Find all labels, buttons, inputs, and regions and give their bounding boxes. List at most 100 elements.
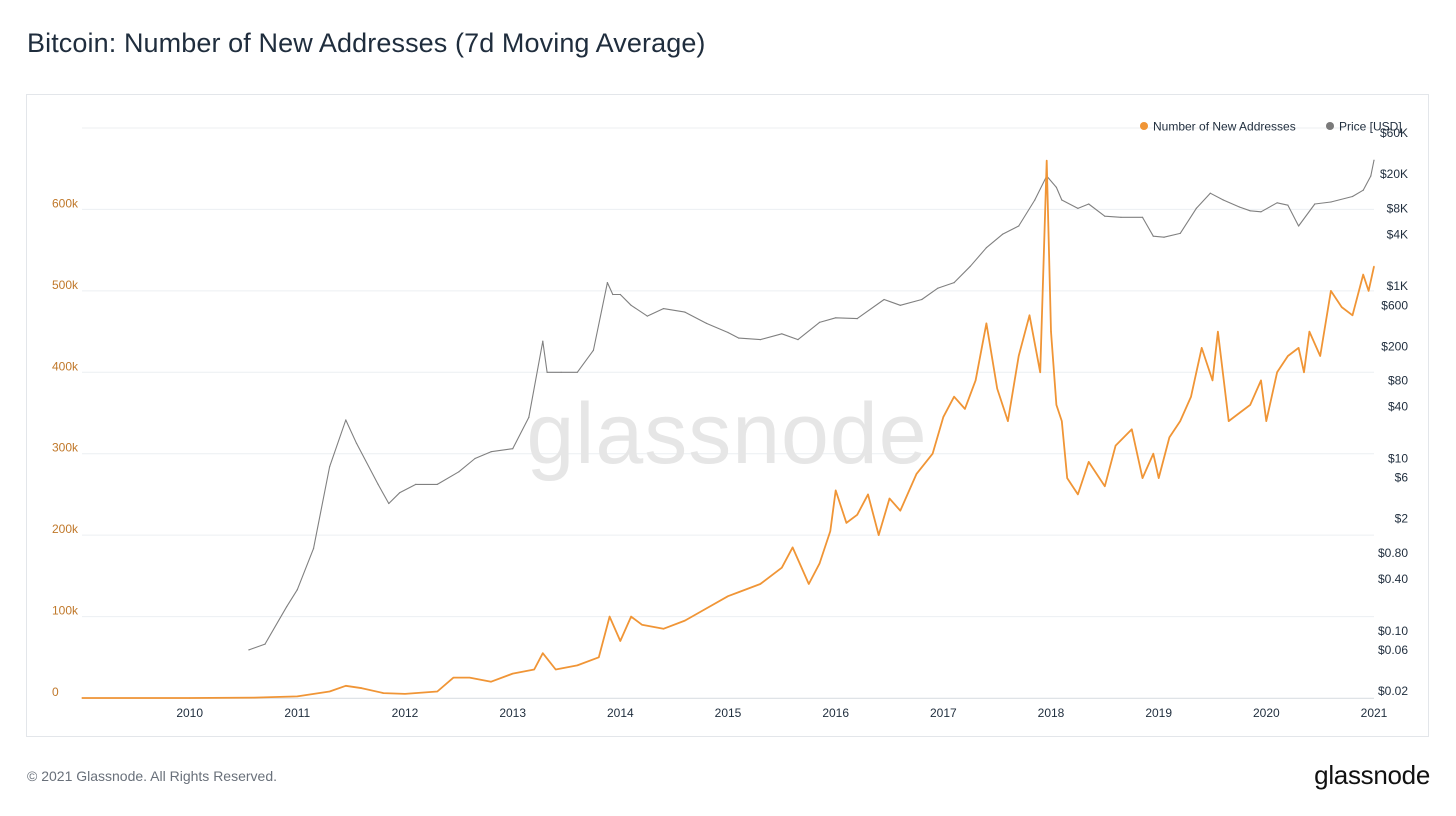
right-tick-label: $0.80 — [1378, 546, 1408, 560]
data-point-new-addresses — [555, 668, 557, 671]
data-point-price — [329, 466, 331, 468]
data-point-new-addresses — [792, 546, 794, 548]
data-point-new-addresses — [662, 628, 665, 630]
data-point-price — [1276, 202, 1278, 204]
data-point-new-addresses — [619, 640, 621, 642]
data-point-price — [415, 483, 417, 485]
data-point-new-addresses — [856, 514, 858, 516]
data-point-price — [345, 419, 347, 421]
data-point-new-addresses — [630, 616, 632, 618]
data-point-new-addresses — [1287, 355, 1289, 357]
data-point-new-addresses — [996, 388, 998, 390]
data-point-price — [985, 247, 988, 249]
data-point-new-addresses — [1055, 404, 1057, 406]
data-point-new-addresses — [1179, 420, 1181, 422]
page-title: Bitcoin: Number of New Addresses (7d Mov… — [27, 28, 706, 58]
data-point-new-addresses — [1061, 420, 1063, 422]
left-tick-label: 500k — [52, 278, 79, 292]
right-tick-label: $0.06 — [1378, 643, 1408, 657]
data-point-price — [630, 304, 632, 306]
right-axis-ticks: $0.02 $0.06 $0.10 $0.40 $0.80 $2 $6 $10 $40 $80 $2… — [1378, 126, 1408, 698]
right-tick-label: $20K — [1380, 167, 1408, 181]
data-point-new-addresses — [1308, 331, 1310, 333]
right-tick-label: $600 — [1381, 298, 1408, 312]
data-point-new-addresses — [1298, 347, 1300, 349]
copyright-text: © 2021 Glassnode. All Rights Reserved. — [27, 768, 278, 784]
data-point-price — [662, 308, 665, 310]
x-tick-label: 2010 — [176, 706, 203, 720]
data-point-new-addresses — [953, 396, 955, 398]
data-point-new-addresses — [329, 690, 331, 693]
x-tick-label: 2012 — [392, 706, 419, 720]
data-point-price — [436, 483, 438, 485]
data-point-price — [684, 311, 686, 313]
right-tick-label: $8K — [1387, 201, 1408, 215]
data-point-price — [546, 371, 548, 373]
data-point-new-addresses — [1265, 420, 1267, 422]
data-point-price — [286, 606, 288, 608]
data-point-new-addresses — [253, 697, 255, 699]
data-point-price — [528, 416, 530, 418]
data-point-new-addresses — [576, 664, 578, 667]
data-point-new-addresses — [964, 408, 966, 410]
watermark: glassnode — [526, 386, 927, 482]
data-point-new-addresses — [345, 685, 347, 687]
legend-swatch-price — [1326, 122, 1334, 130]
data-point-new-addresses — [1228, 420, 1230, 422]
data-point-price — [1298, 225, 1300, 227]
right-tick-label: $1K — [1387, 279, 1408, 293]
data-point-new-addresses — [452, 677, 455, 679]
glassnode-logo[interactable]: glassnode — [1314, 760, 1430, 790]
x-tick-label: 2011 — [284, 706, 310, 720]
data-point-new-addresses — [1319, 355, 1321, 357]
data-point-price — [576, 371, 578, 373]
x-tick-label: 2017 — [930, 706, 957, 720]
data-point-price — [818, 321, 821, 323]
data-point-new-addresses — [81, 697, 83, 699]
legend-label-addresses[interactable]: Number of New Addresses — [1153, 120, 1296, 134]
left-axis-ticks: 0 100k 200k 300k 400k 500k 600k — [52, 196, 79, 699]
data-point-new-addresses — [738, 591, 740, 593]
right-tick-label: $60K — [1380, 126, 1408, 140]
data-point-new-addresses — [1007, 420, 1009, 422]
data-point-price — [1077, 207, 1079, 209]
data-point-price — [296, 589, 298, 591]
data-point-price — [727, 331, 729, 334]
gridlines — [82, 127, 1374, 699]
data-point-new-addresses — [1131, 428, 1133, 430]
data-point-new-addresses — [1260, 379, 1262, 381]
data-point-price — [1330, 201, 1332, 203]
data-point-price — [1163, 236, 1165, 238]
right-tick-label: $0.02 — [1378, 684, 1408, 698]
data-point-new-addresses — [1211, 379, 1214, 381]
data-point-price — [512, 448, 514, 450]
chart-svg[interactable]: glassnode 0 100k 200k 300k 400k 500k 600k $0.0… — [27, 95, 1428, 736]
right-tick-label: $0.40 — [1378, 572, 1408, 586]
data-point-price — [1351, 195, 1354, 198]
data-point-new-addresses — [1104, 485, 1106, 487]
data-point-new-addresses — [1168, 436, 1170, 438]
left-tick-label: 0 — [52, 685, 59, 699]
data-point-new-addresses — [1152, 453, 1154, 455]
data-point-new-addresses — [641, 624, 643, 626]
data-point-price — [399, 492, 401, 494]
left-tick-label: 400k — [52, 359, 79, 373]
x-tick-label: 2013 — [499, 706, 526, 720]
data-point-new-addresses — [1238, 412, 1240, 414]
data-point-new-addresses — [1158, 477, 1160, 479]
data-point-price — [606, 282, 609, 284]
data-point-price — [474, 457, 476, 460]
data-point-price — [1195, 207, 1197, 209]
data-point-price — [781, 333, 783, 335]
data-point-new-addresses — [404, 693, 406, 695]
data-point-new-addresses — [1050, 331, 1052, 333]
data-point-new-addresses — [361, 687, 363, 689]
data-point-price — [1314, 203, 1316, 205]
data-point-new-addresses — [985, 322, 988, 324]
data-point-price — [856, 318, 858, 320]
x-tick-label: 2014 — [607, 706, 634, 720]
data-point-price — [490, 451, 492, 453]
right-tick-label: $2 — [1395, 512, 1409, 526]
data-point-price — [646, 315, 648, 317]
legend-label-price[interactable]: Price [USD] — [1339, 120, 1402, 134]
